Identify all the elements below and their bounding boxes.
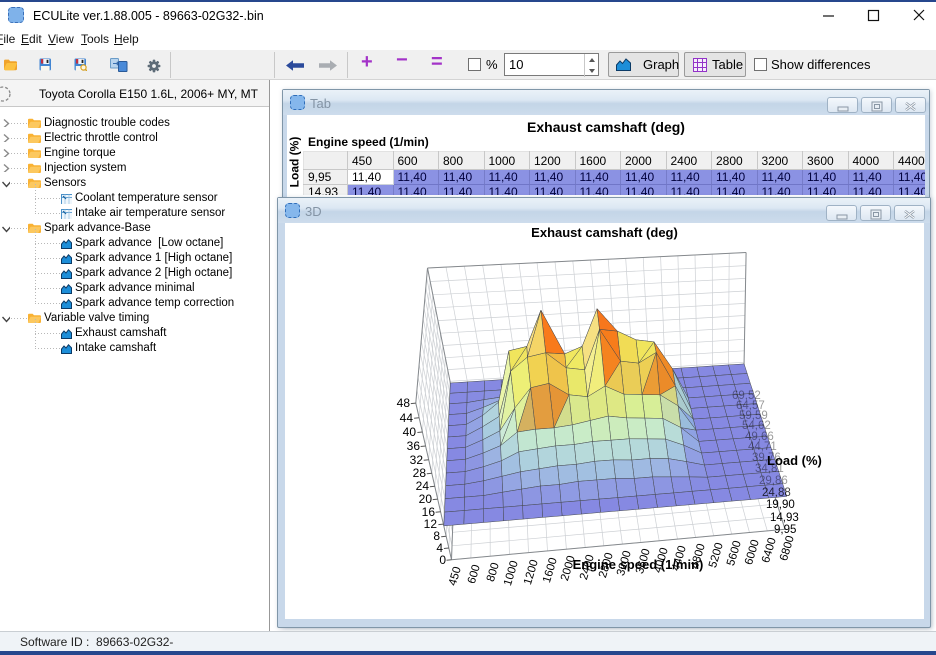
svg-text:39,76: 39,76 bbox=[752, 452, 781, 464]
svg-text:16: 16 bbox=[422, 505, 436, 519]
svg-text:5600: 5600 bbox=[725, 539, 744, 567]
svg-text:Engine speed (1/min): Engine speed (1/min) bbox=[573, 557, 704, 572]
svg-text:32: 32 bbox=[410, 453, 424, 467]
svg-text:1600: 1600 bbox=[541, 556, 560, 584]
svg-text:24,88: 24,88 bbox=[762, 487, 791, 499]
svg-text:29,86: 29,86 bbox=[759, 475, 788, 487]
svg-text:9,95: 9,95 bbox=[774, 524, 796, 536]
svg-text:0: 0 bbox=[439, 553, 446, 567]
svg-text:49,66: 49,66 bbox=[745, 431, 774, 443]
svg-text:28: 28 bbox=[413, 466, 427, 480]
svg-text:40: 40 bbox=[403, 425, 417, 439]
svg-text:59,59: 59,59 bbox=[739, 410, 768, 422]
svg-text:20: 20 bbox=[419, 492, 433, 506]
svg-text:36: 36 bbox=[407, 439, 421, 453]
svg-text:6800: 6800 bbox=[778, 534, 797, 562]
svg-text:44: 44 bbox=[400, 411, 414, 425]
svg-text:1000: 1000 bbox=[502, 559, 521, 587]
svg-text:44,71: 44,71 bbox=[748, 441, 777, 453]
svg-text:1200: 1200 bbox=[522, 558, 541, 586]
svg-text:5200: 5200 bbox=[707, 541, 726, 569]
svg-text:64,57: 64,57 bbox=[736, 400, 765, 412]
svg-text:54,62: 54,62 bbox=[742, 420, 771, 432]
svg-text:4: 4 bbox=[436, 541, 443, 555]
svg-text:6000: 6000 bbox=[743, 538, 762, 566]
svg-text:34,81: 34,81 bbox=[755, 463, 784, 475]
svg-text:8: 8 bbox=[433, 529, 440, 543]
svg-text:800: 800 bbox=[485, 561, 502, 583]
svg-text:69,52: 69,52 bbox=[732, 390, 761, 402]
svg-text:Load (%): Load (%) bbox=[767, 453, 822, 468]
svg-text:48: 48 bbox=[397, 396, 411, 410]
svg-text:450: 450 bbox=[447, 565, 464, 587]
svg-text:12: 12 bbox=[424, 517, 438, 531]
svg-text:14,93: 14,93 bbox=[770, 512, 799, 524]
svg-text:19,90: 19,90 bbox=[766, 499, 795, 511]
svg-text:24: 24 bbox=[416, 479, 430, 493]
svg-text:600: 600 bbox=[466, 563, 483, 585]
svg-text:6400: 6400 bbox=[760, 536, 779, 564]
